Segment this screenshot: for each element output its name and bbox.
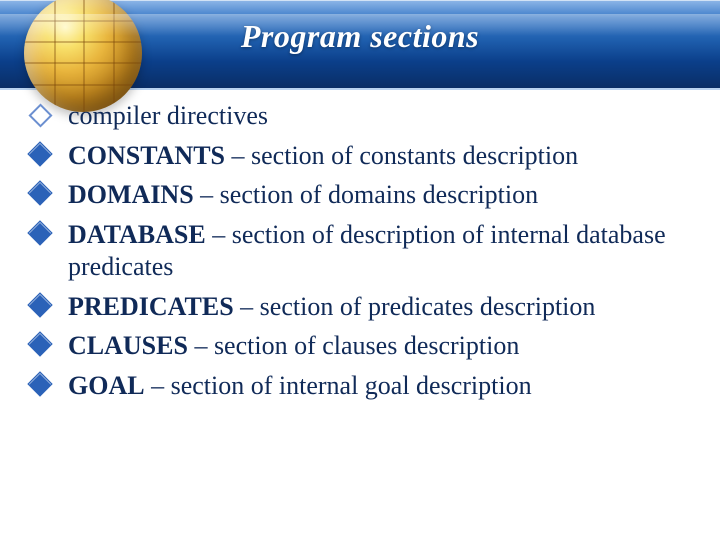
item-text: – section of constants description <box>225 141 578 170</box>
list-item: DOMAINS – section of domains description <box>28 179 690 211</box>
item-keyword: GOAL <box>68 371 145 400</box>
list-item: CONSTANTS – section of constants descrip… <box>28 140 690 172</box>
item-text: – section of domains description <box>194 180 538 209</box>
list-item: CLAUSES – section of clauses description <box>28 330 690 362</box>
item-keyword: DOMAINS <box>68 180 194 209</box>
list-item: GOAL – section of internal goal descript… <box>28 370 690 402</box>
item-text: compiler directives <box>68 101 268 130</box>
list-item: DATABASE – section of description of int… <box>28 219 690 282</box>
item-keyword: DATABASE <box>68 220 206 249</box>
item-text: – section of predicates description <box>234 292 596 321</box>
bullet-list: compiler directives CONSTANTS – section o… <box>28 100 690 402</box>
item-keyword: CONSTANTS <box>68 141 225 170</box>
diamond-bullet-icon <box>29 142 52 165</box>
item-keyword: CLAUSES <box>68 331 188 360</box>
diamond-bullet-icon <box>28 103 52 127</box>
content-area: compiler directives CONSTANTS – section o… <box>28 100 690 524</box>
diamond-bullet-icon <box>29 182 52 205</box>
header-banner: Program sections <box>0 0 720 90</box>
diamond-bullet-icon <box>29 293 52 316</box>
list-item: compiler directives <box>28 100 690 132</box>
diamond-bullet-icon <box>29 333 52 356</box>
item-text: – section of internal goal description <box>145 371 532 400</box>
page-title: Program sections <box>0 18 720 55</box>
diamond-bullet-icon <box>29 222 52 245</box>
item-text: – section of clauses description <box>188 331 519 360</box>
list-item: PREDICATES – section of predicates descr… <box>28 291 690 323</box>
globe-icon <box>24 0 142 112</box>
item-keyword: PREDICATES <box>68 292 234 321</box>
diamond-bullet-icon <box>29 373 52 396</box>
slide: Program sections compiler directives CONS… <box>0 0 720 540</box>
